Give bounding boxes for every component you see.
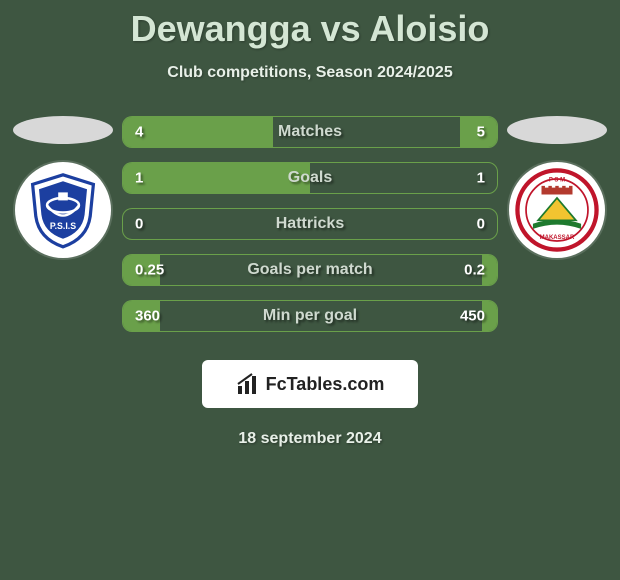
player-silhouette-left [13,116,113,144]
stat-label: Goals [123,169,497,187]
psm-badge-icon: MAKASSAR P S M [514,167,600,253]
stat-label: Goals per match [123,261,497,279]
stat-row: 0.250.2Goals per match [122,254,498,286]
brand-box[interactable]: FcTables.com [202,360,418,408]
club-badge-left: P.S.I.S [15,162,111,258]
stat-label: Min per goal [123,307,497,325]
page-title: Dewangga vs Aloisio [0,0,620,50]
stat-row: 00Hattricks [122,208,498,240]
left-player-column: P.S.I.S [8,116,118,258]
stat-label: Hattricks [123,215,497,233]
svg-text:MAKASSAR: MAKASSAR [540,235,575,241]
right-player-column: MAKASSAR P S M [502,116,612,258]
stat-label: Matches [123,123,497,141]
svg-text:P.S.I.S: P.S.I.S [50,221,76,231]
psis-badge-icon: P.S.I.S [23,170,103,250]
stats-center: 45Matches 11Goals 00Hattricks 0.250.2Goals … [118,116,502,346]
player-silhouette-right [507,116,607,144]
comparison-layout: P.S.I.S 45Matches 11Goals 00Hattricks 0.250… [0,116,620,346]
chart-icon [236,372,260,396]
stat-row: 11Goals [122,162,498,194]
stat-row: 45Matches [122,116,498,148]
date-line: 18 september 2024 [0,430,620,448]
club-badge-right: MAKASSAR P S M [509,162,605,258]
stat-row: 360450Min per goal [122,300,498,332]
subtitle: Club competitions, Season 2024/2025 [0,64,620,82]
brand-text: FcTables.com [266,374,385,395]
svg-text:P S M: P S M [549,178,565,184]
